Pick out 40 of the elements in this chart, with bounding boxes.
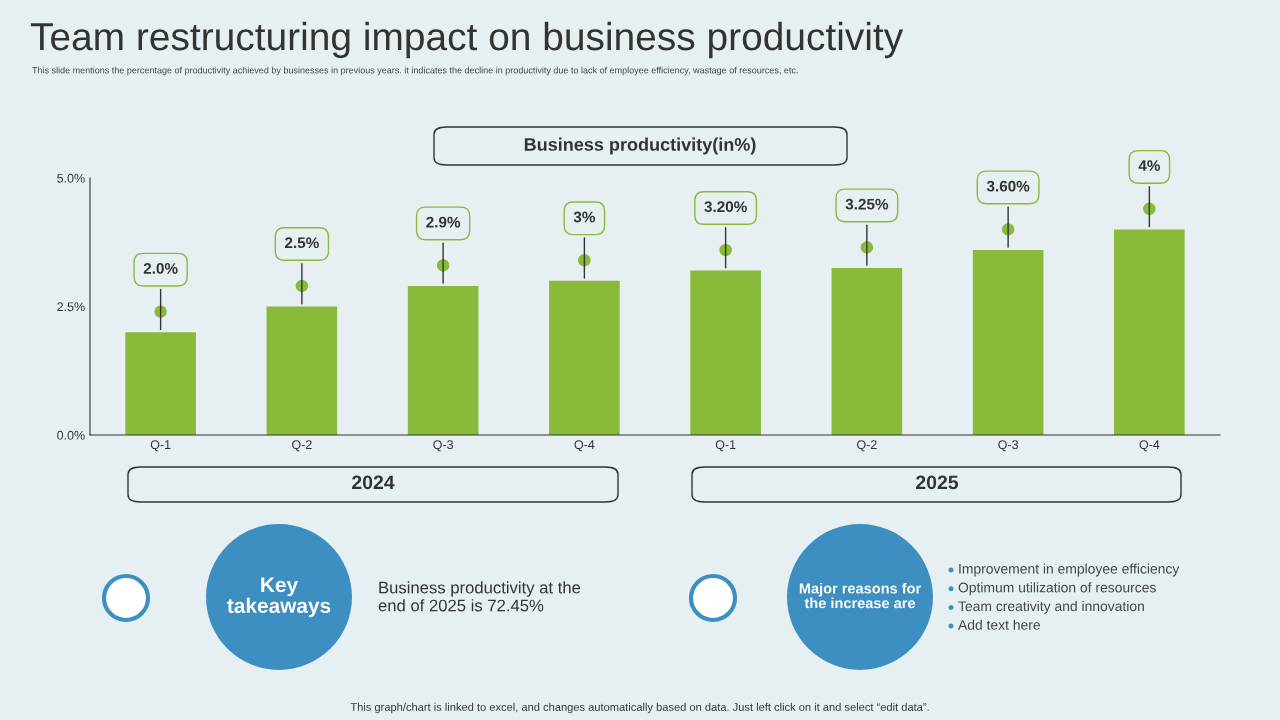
bar <box>972 249 1044 435</box>
text: 2024 <box>352 475 395 490</box>
data-label: 2.0% <box>143 262 178 274</box>
x-tick-label: Q-3 <box>998 440 1018 452</box>
data-label: 3% <box>573 211 596 223</box>
text: Improvement in employee efficiency <box>959 563 1180 577</box>
x-tick-label: Q-4 <box>574 440 595 452</box>
bar <box>125 332 196 435</box>
x-tick-label: Q-1 <box>150 440 171 452</box>
text: Add text here <box>958 619 1040 630</box>
x-tick-label: Q-1 <box>715 440 736 452</box>
x-tick-label: Q-3 <box>433 440 453 452</box>
text: Optimum utilization of resources <box>958 582 1156 596</box>
y-tick-label: 2.5% <box>57 302 85 312</box>
text: This graph/chart is linked to excel, and changes automatically based on data. Just left click on it and select “edit data”. <box>350 702 929 714</box>
text: Business productivity at the end of 2025 is 72.45% <box>378 581 581 612</box>
data-label: 2.9% <box>426 216 461 228</box>
text: 2025 <box>916 475 959 490</box>
bar <box>407 285 479 435</box>
text: Major reasons for the increase are <box>799 582 921 609</box>
x-tick-label: Q-2 <box>292 440 312 452</box>
data-label: 3.20% <box>704 201 747 213</box>
text: Key takeaways <box>227 577 331 618</box>
bar <box>1114 229 1185 435</box>
x-tick-label: Q-4 <box>1139 440 1160 452</box>
data-label: 3.60% <box>986 180 1030 192</box>
bar <box>831 267 903 435</box>
chart-title: Team restructuring impact on business productivity <box>30 21 904 59</box>
text: Business productivity(in%) <box>524 137 756 155</box>
y-tick-label: 0.0% <box>57 430 85 440</box>
chart-subtitle: This slide mentions the percentage of productivity achieved by businesses in previous years. it indicates the decline in productivity due to lack of employee efficiency, wastage of resources, etc. <box>32 66 798 76</box>
data-label: 4% <box>1138 160 1161 171</box>
x-tick-label: Q-2 <box>857 440 877 452</box>
bar <box>690 270 761 435</box>
bar <box>549 280 620 435</box>
data-label: 2.5% <box>284 237 319 249</box>
text: Team creativity and innovation <box>958 600 1144 614</box>
data-label: 3.25% <box>845 198 889 210</box>
y-tick-label: 5.0% <box>57 173 85 183</box>
bar <box>266 306 338 435</box>
